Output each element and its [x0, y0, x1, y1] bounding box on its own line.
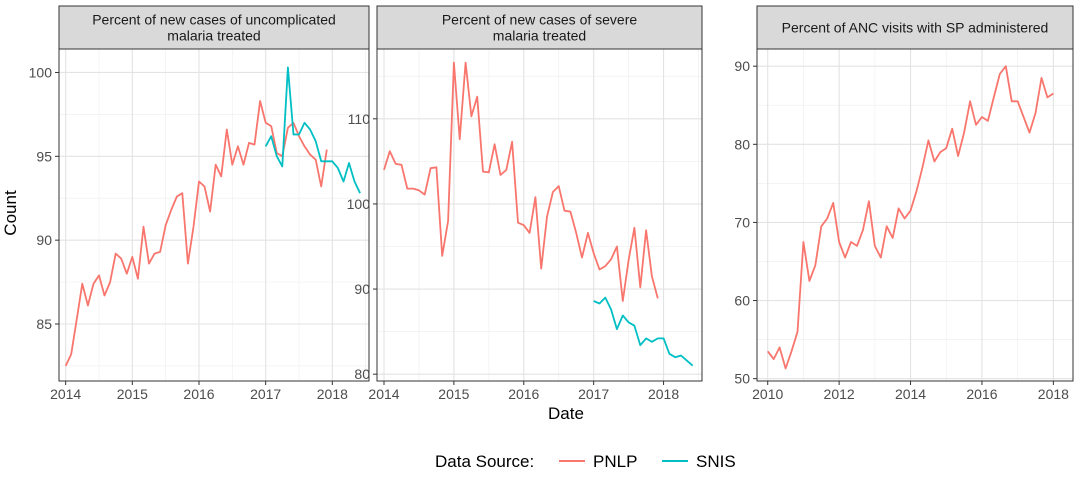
series-line-pnlp: [766, 65, 1054, 370]
legend-label-snis: SNIS: [696, 452, 736, 471]
facet-title-line: Percent of new cases of uncomplicated: [92, 12, 336, 28]
x-tick-label: 2015: [438, 386, 469, 402]
series-line-snis: [593, 296, 694, 367]
facet-title-line: Percent of ANC visits with SP administer…: [782, 20, 1049, 36]
x-axis-title: Date: [548, 404, 584, 423]
y-tick-label: 80: [354, 366, 370, 382]
y-tick-label: 50: [734, 371, 750, 387]
x-tick-label: 2014: [895, 386, 926, 402]
panel-background: [377, 49, 702, 381]
facet-strip: [58, 5, 370, 50]
x-tick-label: 2016: [183, 386, 214, 402]
x-tick-label: 2012: [824, 386, 855, 402]
y-tick-label: 100: [347, 196, 371, 212]
facet-panel-1: Percent of new cases of uncomplicatedmal…: [29, 5, 370, 402]
y-tick-label: 100: [29, 64, 53, 80]
x-tick-label: 2018: [317, 386, 348, 402]
y-tick-label: 60: [734, 293, 750, 309]
y-tick-label: 95: [36, 148, 52, 164]
facet-title-line: malaria treated: [493, 28, 586, 44]
y-tick-label: 85: [36, 316, 52, 332]
x-tick-label: 2017: [578, 386, 609, 402]
legend-title: Data Source:: [435, 452, 534, 471]
series-line-snis: [264, 66, 361, 194]
facet-title-line: malaria treated: [167, 28, 260, 44]
x-tick-label: 2017: [250, 386, 281, 402]
panel-border: [376, 48, 703, 382]
x-tick-label: 2016: [508, 386, 539, 402]
y-tick-label: 90: [734, 58, 750, 74]
panel-border: [58, 48, 370, 382]
y-axis-title: Count: [1, 190, 20, 236]
y-tick-label: 90: [36, 232, 52, 248]
facet-title-line: Percent of new cases of severe: [442, 12, 638, 28]
facet-strip: [756, 5, 1074, 50]
x-tick-label: 2018: [1038, 386, 1069, 402]
series-line-pnlp: [383, 61, 659, 302]
x-tick-label: 2010: [752, 386, 783, 402]
x-tick-label: 2014: [368, 386, 399, 402]
x-tick-label: 2015: [117, 386, 148, 402]
x-tick-label: 2018: [648, 386, 679, 402]
panel-border: [756, 48, 1074, 382]
y-tick-label: 80: [734, 136, 750, 152]
y-tick-label: 70: [734, 214, 750, 230]
panel-background: [59, 49, 369, 381]
y-tick-label: 110: [348, 111, 371, 127]
legend: Data Source: PNLP SNIS: [435, 452, 736, 471]
panel-background: [757, 49, 1073, 381]
y-tick-label: 90: [354, 281, 370, 297]
legend-label-pnlp: PNLP: [593, 452, 637, 471]
x-tick-label: 2014: [50, 386, 81, 402]
facet-panel-3: Percent of ANC visits with SP administer…: [734, 5, 1074, 402]
x-tick-label: 2016: [966, 386, 997, 402]
